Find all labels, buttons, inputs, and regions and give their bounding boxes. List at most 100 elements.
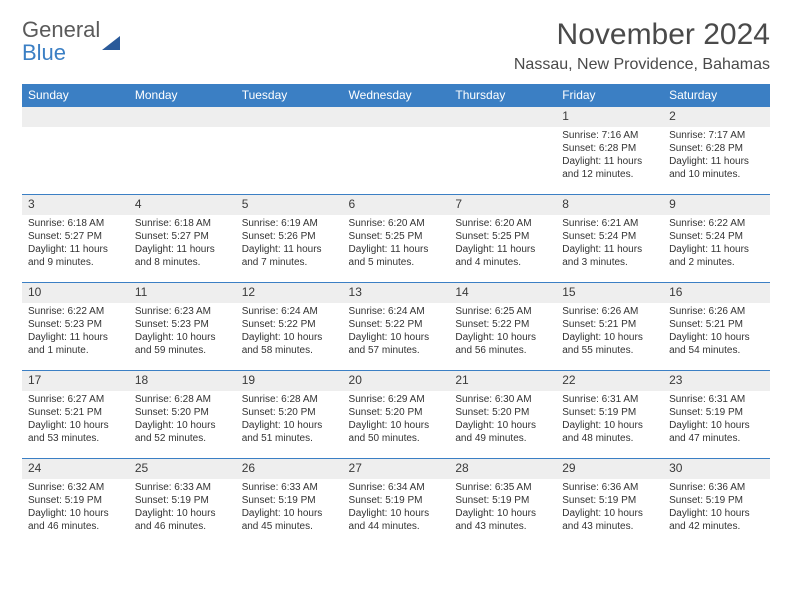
- weekday-header: Thursday: [449, 84, 556, 106]
- calendar-cell: 14Sunrise: 6:25 AMSunset: 5:22 PMDayligh…: [449, 282, 556, 370]
- calendar-cell: 2Sunrise: 7:17 AMSunset: 6:28 PMDaylight…: [663, 106, 770, 194]
- daylight-line1: Daylight: 10 hours: [242, 331, 337, 344]
- calendar-cell: 30Sunrise: 6:36 AMSunset: 5:19 PMDayligh…: [663, 458, 770, 546]
- sunrise-text: Sunrise: 6:26 AM: [562, 305, 657, 318]
- day-details: Sunrise: 7:17 AMSunset: 6:28 PMDaylight:…: [663, 127, 770, 185]
- day-details: Sunrise: 6:35 AMSunset: 5:19 PMDaylight:…: [449, 479, 556, 537]
- daylight-line2: and 43 minutes.: [455, 520, 550, 533]
- day-number: 19: [236, 370, 343, 391]
- day-details: Sunrise: 6:31 AMSunset: 5:19 PMDaylight:…: [663, 391, 770, 449]
- daylight-line1: Daylight: 10 hours: [135, 419, 230, 432]
- sunrise-text: Sunrise: 6:31 AM: [669, 393, 764, 406]
- daylight-line2: and 50 minutes.: [349, 432, 444, 445]
- daylight-line2: and 52 minutes.: [135, 432, 230, 445]
- calendar-head: SundayMondayTuesdayWednesdayThursdayFrid…: [22, 84, 770, 106]
- day-number: 20: [343, 370, 450, 391]
- day-number: 9: [663, 194, 770, 215]
- daylight-line2: and 56 minutes.: [455, 344, 550, 357]
- calendar-cell: 27Sunrise: 6:34 AMSunset: 5:19 PMDayligh…: [343, 458, 450, 546]
- sunset-text: Sunset: 5:23 PM: [28, 318, 123, 331]
- daylight-line1: Daylight: 10 hours: [349, 507, 444, 520]
- sunset-text: Sunset: 5:19 PM: [242, 494, 337, 507]
- daylight-line2: and 54 minutes.: [669, 344, 764, 357]
- location: Nassau, New Providence, Bahamas: [514, 56, 770, 74]
- sunrise-text: Sunrise: 6:22 AM: [669, 217, 764, 230]
- day-number: 17: [22, 370, 129, 391]
- daylight-line1: Daylight: 10 hours: [28, 507, 123, 520]
- calendar-cell: 1Sunrise: 7:16 AMSunset: 6:28 PMDaylight…: [556, 106, 663, 194]
- daylight-line1: Daylight: 10 hours: [28, 419, 123, 432]
- calendar-cell: 8Sunrise: 6:21 AMSunset: 5:24 PMDaylight…: [556, 194, 663, 282]
- calendar-cell: 6Sunrise: 6:20 AMSunset: 5:25 PMDaylight…: [343, 194, 450, 282]
- daylight-line1: Daylight: 10 hours: [669, 419, 764, 432]
- calendar-week: 3Sunrise: 6:18 AMSunset: 5:27 PMDaylight…: [22, 194, 770, 282]
- weekday-header: Sunday: [22, 84, 129, 106]
- calendar-week: 10Sunrise: 6:22 AMSunset: 5:23 PMDayligh…: [22, 282, 770, 370]
- daylight-line2: and 48 minutes.: [562, 432, 657, 445]
- sunset-text: Sunset: 5:20 PM: [349, 406, 444, 419]
- sunset-text: Sunset: 5:21 PM: [562, 318, 657, 331]
- daylight-line2: and 59 minutes.: [135, 344, 230, 357]
- daylight-line1: Daylight: 10 hours: [455, 419, 550, 432]
- day-details: Sunrise: 6:27 AMSunset: 5:21 PMDaylight:…: [22, 391, 129, 449]
- daylight-line2: and 42 minutes.: [669, 520, 764, 533]
- sunrise-text: Sunrise: 6:24 AM: [242, 305, 337, 318]
- daylight-line2: and 43 minutes.: [562, 520, 657, 533]
- day-number: 3: [22, 194, 129, 215]
- day-number-empty: [22, 106, 129, 127]
- daylight-line1: Daylight: 10 hours: [349, 331, 444, 344]
- sunset-text: Sunset: 5:20 PM: [242, 406, 337, 419]
- daylight-line1: Daylight: 10 hours: [562, 419, 657, 432]
- calendar-cell: 17Sunrise: 6:27 AMSunset: 5:21 PMDayligh…: [22, 370, 129, 458]
- calendar-cell: 3Sunrise: 6:18 AMSunset: 5:27 PMDaylight…: [22, 194, 129, 282]
- sunrise-text: Sunrise: 6:32 AM: [28, 481, 123, 494]
- sunrise-text: Sunrise: 6:33 AM: [135, 481, 230, 494]
- day-number: 27: [343, 458, 450, 479]
- calendar-cell: [343, 106, 450, 194]
- day-number: 10: [22, 282, 129, 303]
- sunset-text: Sunset: 5:21 PM: [669, 318, 764, 331]
- sunset-text: Sunset: 5:20 PM: [455, 406, 550, 419]
- sunset-text: Sunset: 5:20 PM: [135, 406, 230, 419]
- sunset-text: Sunset: 6:28 PM: [669, 142, 764, 155]
- calendar-cell: 9Sunrise: 6:22 AMSunset: 5:24 PMDaylight…: [663, 194, 770, 282]
- sunrise-text: Sunrise: 6:30 AM: [455, 393, 550, 406]
- sunset-text: Sunset: 5:22 PM: [349, 318, 444, 331]
- sunrise-text: Sunrise: 6:21 AM: [562, 217, 657, 230]
- day-number: 11: [129, 282, 236, 303]
- sunrise-text: Sunrise: 6:20 AM: [349, 217, 444, 230]
- day-number: 5: [236, 194, 343, 215]
- sunset-text: Sunset: 5:21 PM: [28, 406, 123, 419]
- calendar-cell: 5Sunrise: 6:19 AMSunset: 5:26 PMDaylight…: [236, 194, 343, 282]
- day-number-empty: [129, 106, 236, 127]
- day-number: 14: [449, 282, 556, 303]
- sunrise-text: Sunrise: 7:16 AM: [562, 129, 657, 142]
- calendar-cell: 16Sunrise: 6:26 AMSunset: 5:21 PMDayligh…: [663, 282, 770, 370]
- daylight-line1: Daylight: 10 hours: [242, 507, 337, 520]
- daylight-line1: Daylight: 11 hours: [349, 243, 444, 256]
- day-number: 23: [663, 370, 770, 391]
- calendar-cell: 10Sunrise: 6:22 AMSunset: 5:23 PMDayligh…: [22, 282, 129, 370]
- calendar-body: 1Sunrise: 7:16 AMSunset: 6:28 PMDaylight…: [22, 106, 770, 546]
- sunrise-text: Sunrise: 6:29 AM: [349, 393, 444, 406]
- calendar-cell: 24Sunrise: 6:32 AMSunset: 5:19 PMDayligh…: [22, 458, 129, 546]
- sunrise-text: Sunrise: 6:27 AM: [28, 393, 123, 406]
- calendar-cell: [449, 106, 556, 194]
- weekday-header: Friday: [556, 84, 663, 106]
- calendar-cell: 22Sunrise: 6:31 AMSunset: 5:19 PMDayligh…: [556, 370, 663, 458]
- day-number: 25: [129, 458, 236, 479]
- day-details: Sunrise: 6:28 AMSunset: 5:20 PMDaylight:…: [236, 391, 343, 449]
- day-number: 8: [556, 194, 663, 215]
- day-number: 6: [343, 194, 450, 215]
- header: General Blue November 2024 Nassau, New P…: [22, 18, 770, 74]
- day-number: 24: [22, 458, 129, 479]
- sunset-text: Sunset: 5:19 PM: [669, 494, 764, 507]
- day-number: 15: [556, 282, 663, 303]
- day-details: Sunrise: 6:34 AMSunset: 5:19 PMDaylight:…: [343, 479, 450, 537]
- sunset-text: Sunset: 5:19 PM: [562, 494, 657, 507]
- daylight-line1: Daylight: 11 hours: [242, 243, 337, 256]
- calendar-cell: 21Sunrise: 6:30 AMSunset: 5:20 PMDayligh…: [449, 370, 556, 458]
- logo-line1: General: [22, 17, 100, 42]
- sunset-text: Sunset: 5:22 PM: [242, 318, 337, 331]
- daylight-line2: and 44 minutes.: [349, 520, 444, 533]
